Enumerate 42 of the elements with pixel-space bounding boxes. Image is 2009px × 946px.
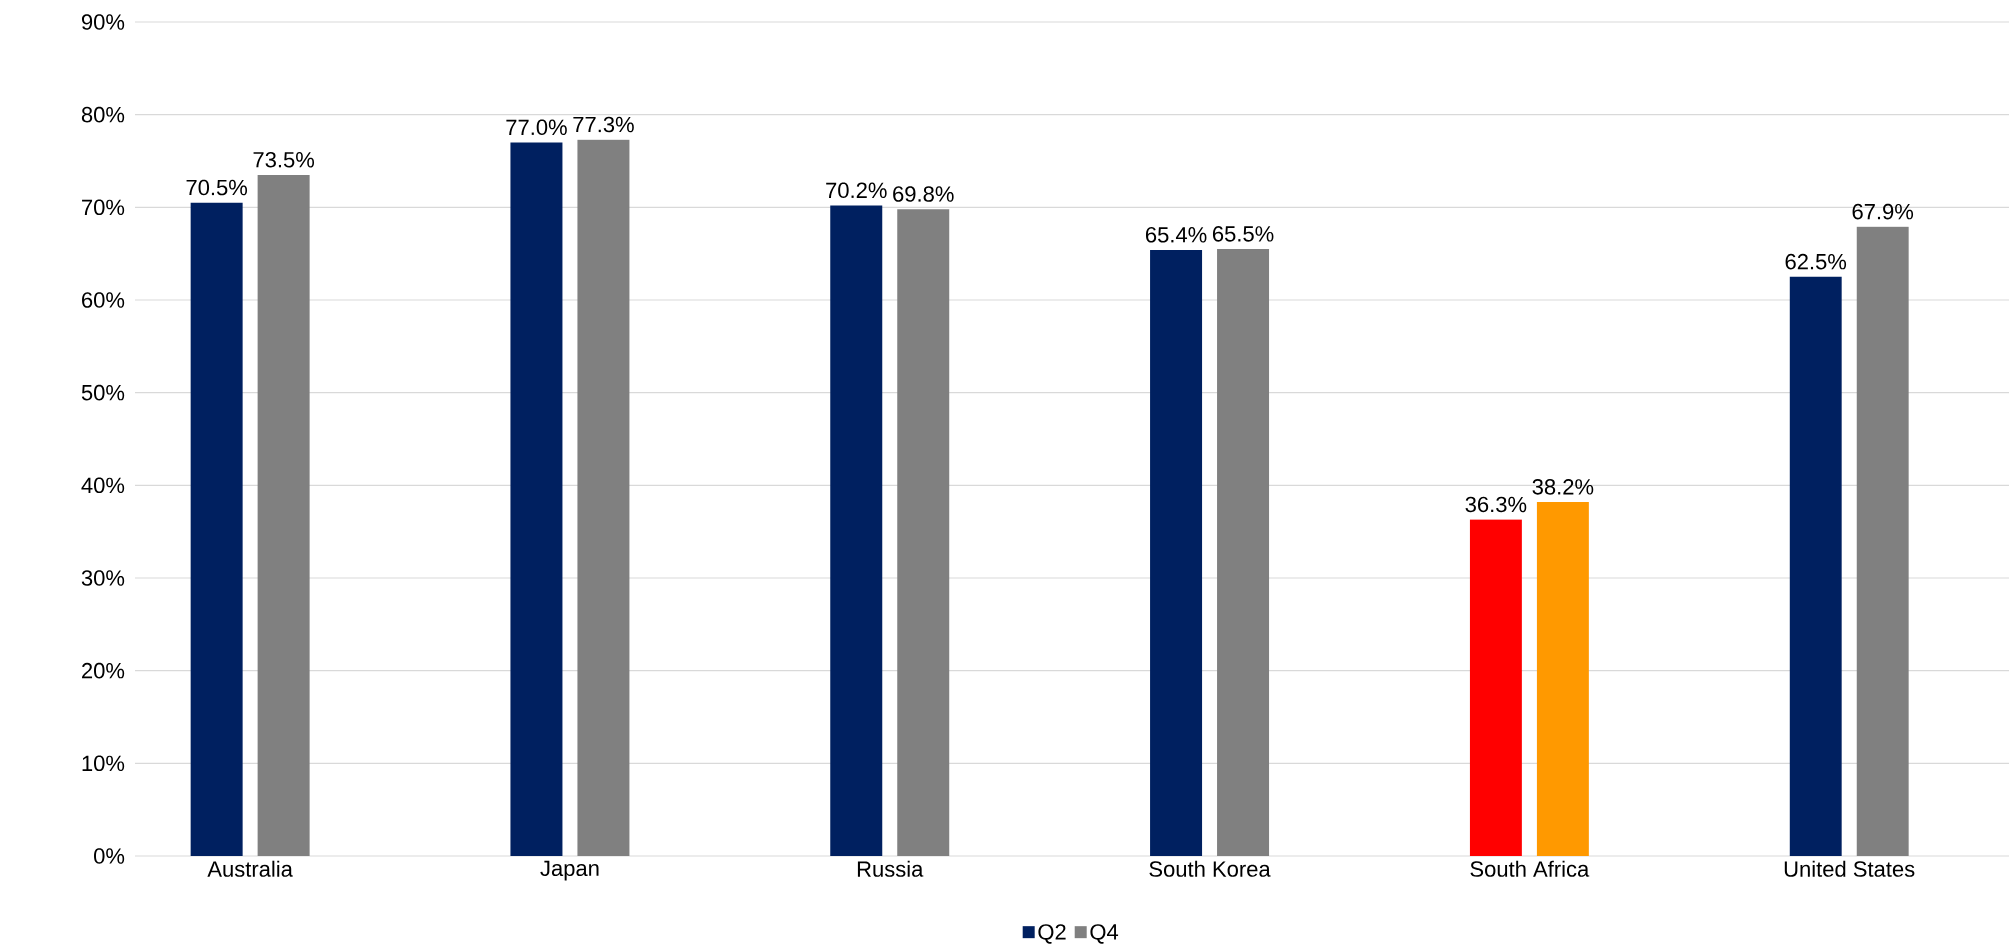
bar <box>1217 249 1270 856</box>
bar <box>1150 249 1203 856</box>
y-tick-label: 80% <box>81 106 125 123</box>
bar <box>1469 519 1522 856</box>
data-label: 38.2% <box>1532 479 1594 495</box>
data-label: 36.3% <box>1465 496 1527 513</box>
data-label: 77.0% <box>506 119 567 136</box>
y-tick-label: 50% <box>81 384 125 401</box>
x-tick-label: Russia <box>857 860 924 877</box>
y-tick-label: 90% <box>81 14 125 30</box>
bar <box>1856 226 1909 856</box>
y-tick-label: 30% <box>81 570 125 586</box>
data-label: 70.5% <box>186 179 248 196</box>
bar <box>830 205 883 856</box>
bar <box>1789 276 1842 856</box>
x-tick-label: South Africa <box>1470 860 1590 877</box>
y-tick-label: 10% <box>82 755 125 772</box>
y-tick-label: 40% <box>81 477 125 494</box>
bar <box>577 139 630 856</box>
bar <box>1536 502 1589 856</box>
data-label: 69.8% <box>893 186 954 202</box>
y-tick-label: 60% <box>82 292 125 308</box>
data-label: 73.5% <box>253 151 315 168</box>
legend-label: Q4 <box>1090 924 1119 944</box>
y-tick-label: 70% <box>82 199 125 216</box>
bar <box>190 202 243 856</box>
data-label: 65.5% <box>1212 226 1274 242</box>
data-label: 65.4% <box>1145 227 1207 243</box>
data-label: 77.3% <box>573 116 634 133</box>
x-tick-label: Australia <box>207 860 293 877</box>
bar <box>257 174 310 856</box>
data-label: 70.2% <box>826 182 887 199</box>
y-tick-label: 0% <box>94 848 125 864</box>
legend-label: Q2 <box>1038 924 1066 944</box>
bar <box>897 209 950 856</box>
y-tick-label: 20% <box>82 662 125 679</box>
data-label: 62.5% <box>1785 253 1847 270</box>
x-tick-label: United States <box>1784 860 1915 877</box>
x-tick-label: Japan <box>540 860 599 881</box>
x-tick-label: South Korea <box>1149 860 1271 877</box>
bar <box>510 142 563 856</box>
data-label: 67.9% <box>1852 203 1914 220</box>
